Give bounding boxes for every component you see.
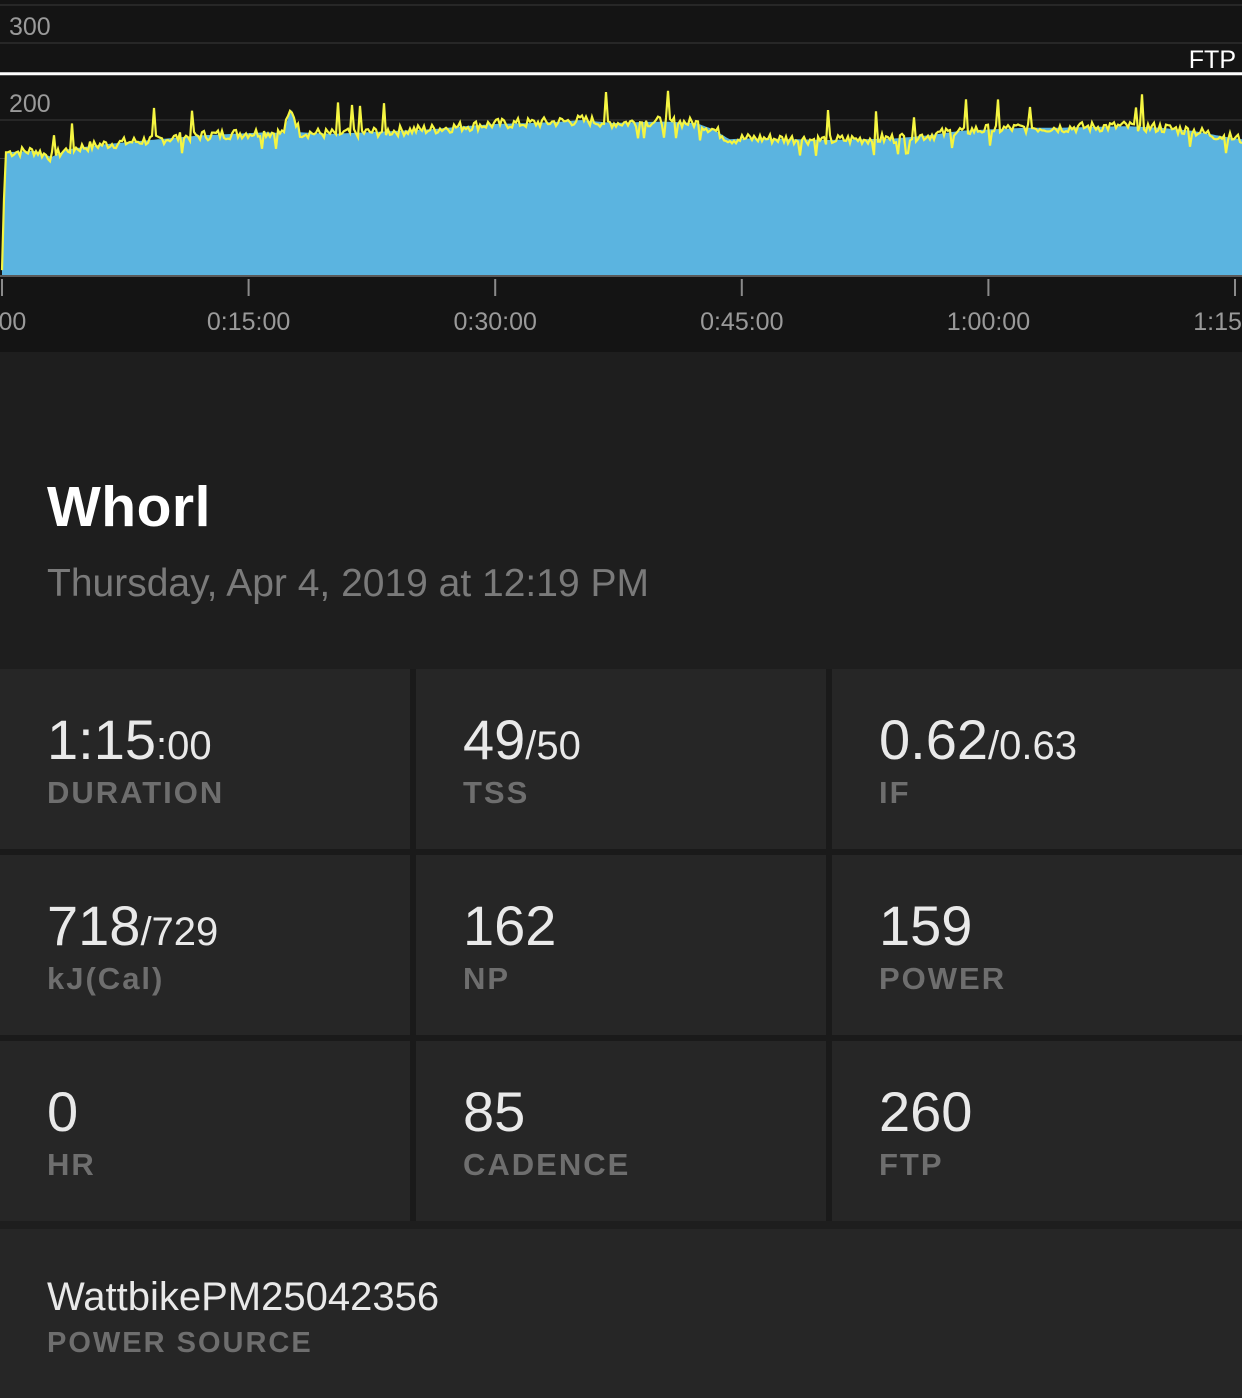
metric-value: 260 bbox=[879, 1079, 972, 1144]
metric-label: DURATION bbox=[47, 775, 225, 810]
metric-value: 85 bbox=[463, 1079, 525, 1144]
power-line bbox=[0, 90, 1242, 271]
metric-main: 0.62 bbox=[879, 708, 988, 771]
metric-main: 260 bbox=[879, 1080, 973, 1143]
power-source-label: POWER SOURCE bbox=[47, 1327, 313, 1359]
x-tick-label: 0:00 bbox=[0, 308, 26, 336]
x-tick-label: 0:15:00 bbox=[207, 308, 290, 336]
metric-label: CADENCE bbox=[463, 1147, 631, 1182]
metric-main: 718 bbox=[47, 894, 141, 957]
metric-value: 162 bbox=[463, 893, 556, 958]
x-tick-label: 0:30:00 bbox=[453, 308, 536, 336]
metric-value: 49/50 bbox=[463, 707, 581, 772]
metric-np: 162 NP bbox=[416, 855, 826, 1035]
metric-main: 162 bbox=[463, 894, 557, 957]
workout-title: Whorl bbox=[47, 475, 211, 539]
power-chart: 300 200 FTP 0:00 0:15:00 0:30:00 0:45:00 1:00:0… bbox=[0, 0, 1242, 352]
metric-main: 49 bbox=[463, 708, 526, 771]
metric-label: NP bbox=[463, 961, 511, 996]
metric-main: 0 bbox=[47, 1080, 79, 1143]
metric-duration: 1:15:00 DURATION bbox=[0, 669, 410, 849]
metric-cadence: 85 CADENCE bbox=[416, 1041, 826, 1221]
ftp-label: FTP bbox=[1189, 46, 1236, 74]
metric-label: POWER bbox=[879, 961, 1007, 996]
metric-label: IF bbox=[879, 775, 911, 810]
metric-secondary: /0.63 bbox=[988, 724, 1077, 768]
metric-ftp: 260 FTP bbox=[832, 1041, 1242, 1221]
power-source: WattbikePM25042356 POWER SOURCE bbox=[0, 1229, 1242, 1398]
y-tick-label: 300 bbox=[9, 13, 51, 41]
metric-value: 718/729 bbox=[47, 893, 218, 958]
metric-kj: 718/729 kJ(Cal) bbox=[0, 855, 410, 1035]
power-source-value: WattbikePM25042356 bbox=[47, 1275, 440, 1319]
metric-main: 1:15 bbox=[47, 708, 156, 771]
power-chart-svg: 300 200 FTP 0:00 0:15:00 0:30:00 0:45:00 1:00:0… bbox=[0, 4, 1242, 336]
metrics-grid: 1:15:00 DURATION 49/50 TSS 0.62/0.63 IF … bbox=[0, 669, 1242, 1221]
metric-label: HR bbox=[47, 1147, 96, 1182]
metric-value: 0.62/0.63 bbox=[879, 707, 1077, 772]
metric-label: TSS bbox=[463, 775, 530, 810]
metric-secondary: /729 bbox=[140, 910, 219, 954]
metric-main: 159 bbox=[879, 894, 973, 957]
metric-if: 0.62/0.63 IF bbox=[832, 669, 1242, 849]
workout-datetime: Thursday, Apr 4, 2019 at 12:19 PM bbox=[47, 562, 649, 605]
metric-value: 0 bbox=[47, 1079, 78, 1144]
metric-main: 85 bbox=[463, 1080, 526, 1143]
metric-tss: 49/50 TSS bbox=[416, 669, 826, 849]
metric-power: 159 POWER bbox=[832, 855, 1242, 1035]
metric-secondary: /50 bbox=[525, 724, 581, 768]
x-tick-label: 1:15:00 bbox=[1193, 308, 1242, 336]
x-tick-label: 0:45:00 bbox=[700, 308, 783, 336]
y-tick-label: 200 bbox=[9, 90, 51, 118]
metric-hr: 0 HR bbox=[0, 1041, 410, 1221]
workout-header: Whorl Thursday, Apr 4, 2019 at 12:19 PM bbox=[0, 352, 1242, 669]
metric-label: kJ(Cal) bbox=[47, 961, 165, 996]
power-area bbox=[2, 110, 1242, 277]
metric-label: FTP bbox=[879, 1147, 944, 1182]
metric-value: 1:15:00 bbox=[47, 707, 212, 772]
x-tick-label: 1:00:00 bbox=[947, 308, 1030, 336]
metric-secondary: :00 bbox=[156, 724, 212, 768]
metric-value: 159 bbox=[879, 893, 972, 958]
